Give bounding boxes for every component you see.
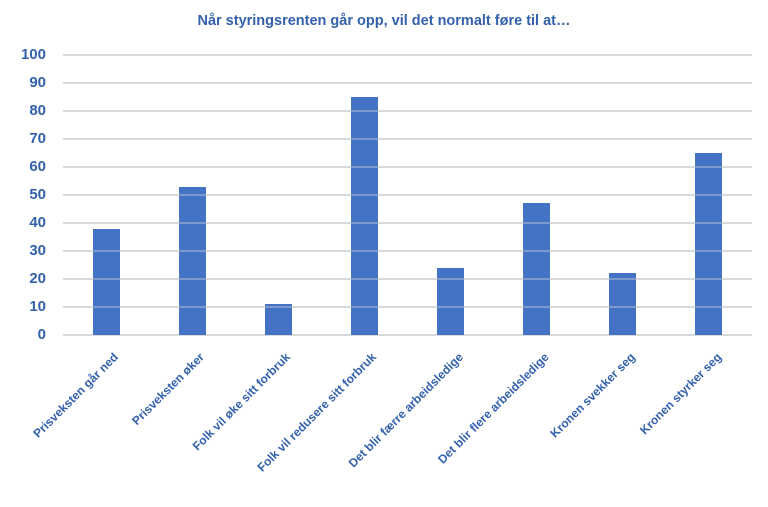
gridline-overlay (63, 250, 752, 252)
y-tick-label: 10 (29, 298, 46, 315)
gridline-overlay (63, 82, 752, 84)
bar-7 (609, 273, 637, 335)
y-tick-label: 80 (29, 102, 46, 119)
y-tick-label: 70 (29, 130, 46, 147)
gridline (63, 194, 752, 196)
gridline (63, 334, 752, 336)
y-tick-label: 20 (29, 270, 46, 287)
gridline (63, 306, 752, 308)
chart-title: Når styringsrenten går opp, vil det norm… (197, 13, 571, 29)
y-tick-label: 0 (37, 326, 46, 343)
bar-3 (264, 304, 292, 335)
y-tick-label: 30 (29, 242, 46, 259)
bar-6 (523, 203, 551, 335)
y-tick-label: 60 (29, 158, 46, 175)
gridline (63, 138, 752, 140)
y-tick-label: 40 (29, 214, 46, 231)
gridline-overlay (63, 222, 752, 224)
gridline-overlay (63, 54, 752, 56)
gridline (63, 222, 752, 224)
x-category-label: Kronen styrker seg (636, 350, 724, 438)
gridline-overlay (63, 278, 752, 280)
bar-1 (92, 228, 120, 335)
x-category-label: Prisveksten øker (129, 350, 208, 428)
bar-4 (350, 97, 378, 335)
gridline-overlay (63, 138, 752, 140)
gridline (63, 110, 752, 112)
x-category-label: Prisveksten går ned (30, 350, 121, 441)
gridline (63, 82, 752, 84)
gridline (63, 278, 752, 280)
bar-5 (437, 267, 465, 335)
gridline (63, 54, 752, 56)
gridline (63, 250, 752, 252)
gridline (63, 166, 752, 168)
gridline-overlay (63, 110, 752, 112)
y-tick-label: 100 (20, 46, 46, 63)
x-category-label: Folk vil øke sitt forbruk (189, 350, 294, 454)
gridline-overlay (63, 306, 752, 308)
bar-2 (178, 186, 206, 335)
y-tick-label: 90 (29, 74, 46, 91)
bar-8 (695, 153, 723, 335)
gridline-overlay (63, 194, 752, 196)
x-category-label: Kronen svekker seg (547, 350, 638, 441)
gridline-overlay (63, 166, 752, 168)
y-tick-label: 50 (29, 186, 46, 203)
